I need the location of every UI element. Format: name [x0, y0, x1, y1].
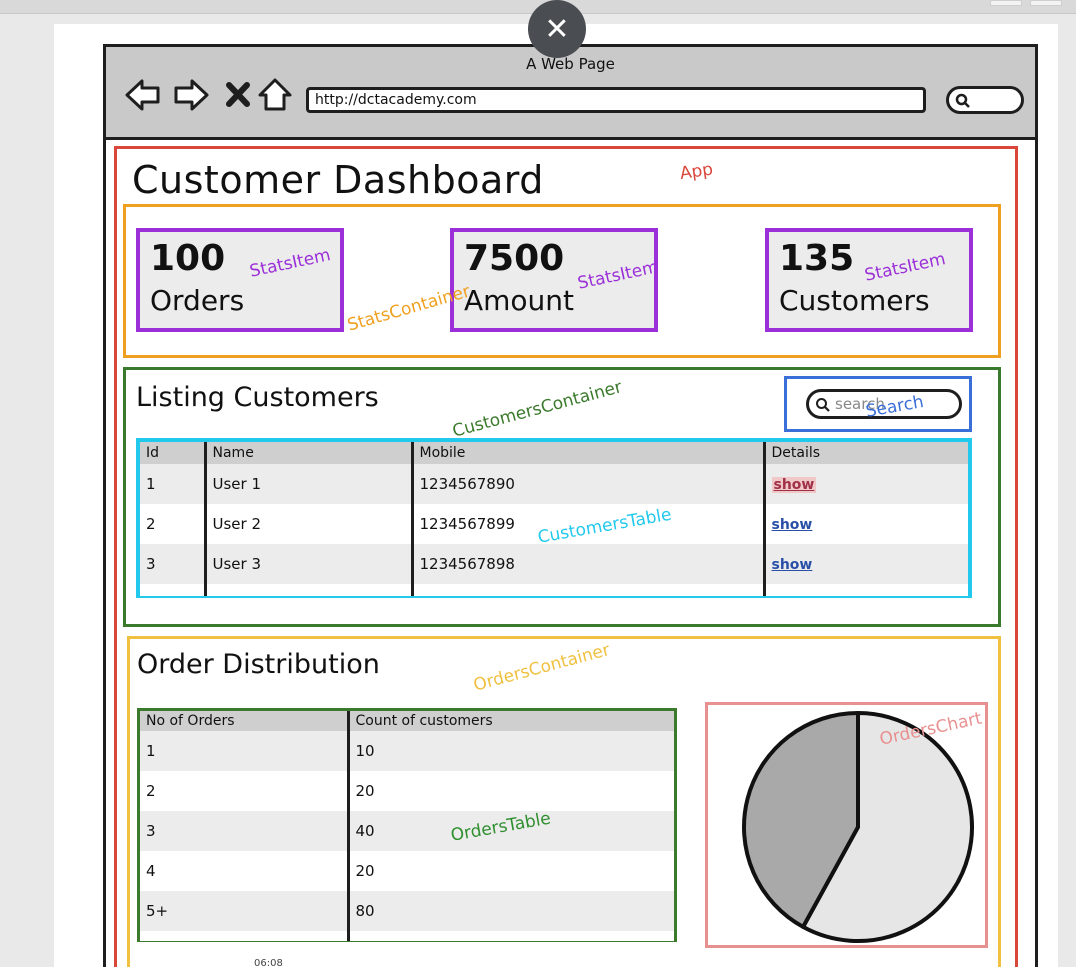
stat-value: 100: [150, 238, 226, 279]
stat-label: Customers: [779, 284, 930, 317]
table-header-row: No of Orders Count of customers: [140, 711, 674, 731]
cell-name: User 1: [203, 464, 412, 504]
stats-item-amount: 7500 Amount: [450, 228, 658, 332]
cell-mobile: 1234567898: [410, 544, 764, 584]
column-header: Mobile: [410, 442, 764, 464]
stop-icon[interactable]: [220, 77, 258, 113]
customers-container: [123, 367, 1001, 627]
pie-slice: [742, 711, 860, 929]
column-header: Id: [140, 442, 205, 464]
stats-container: [123, 204, 1001, 358]
home-icon[interactable]: [256, 77, 294, 113]
cell-mobile: 1234567899: [410, 504, 764, 544]
pie-slice: [801, 711, 974, 943]
table-row-spacer: [140, 931, 674, 941]
back-arrow-icon[interactable]: [124, 77, 162, 113]
window-button[interactable]: [1030, 0, 1062, 6]
cell-orders: 3: [140, 811, 348, 851]
window-button[interactable]: [990, 0, 1022, 6]
table-row: 2 User 2 1234567899 show: [140, 504, 968, 544]
cell-details: show: [762, 464, 968, 504]
orders-title: Order Distribution: [137, 649, 380, 680]
cell-name: User 3: [203, 544, 412, 584]
show-link[interactable]: show: [771, 557, 813, 573]
cell-count: 80: [346, 891, 674, 931]
cell-orders: 1: [140, 731, 348, 771]
orders-table: No of Orders Count of customers 1 10 2 2…: [140, 711, 674, 941]
app-container: [114, 146, 1018, 967]
search-input[interactable]: search: [806, 389, 962, 419]
table-row: 1 User 1 1234567890 show: [140, 464, 968, 504]
browser-chrome: A Web Page http://dctacademy.com: [106, 47, 1035, 140]
table-row: 1 10: [140, 731, 674, 771]
stat-label: Orders: [150, 284, 245, 317]
orders-pie-chart: [742, 711, 974, 943]
table-row: 2 20: [140, 771, 674, 811]
show-link[interactable]: show: [771, 517, 813, 533]
browser-title: A Web Page: [526, 55, 615, 73]
forward-arrow-icon[interactable]: [172, 77, 210, 113]
cell-orders: 5+: [140, 891, 348, 931]
customers-table-container: [136, 438, 972, 598]
search-icon: [955, 93, 970, 108]
browser-search-field[interactable]: [946, 86, 1024, 114]
cell-count: 10: [346, 731, 674, 771]
timestamp: 06:08: [254, 958, 283, 967]
page-title: Customer Dashboard: [132, 158, 544, 202]
table-row: 3 40: [140, 811, 674, 851]
stats-item-orders: 100 Orders: [136, 228, 344, 332]
stats-item-customers: 135 Customers: [765, 228, 973, 332]
customers-table: Id Name Mobile Details 1 User 1 12345678…: [140, 442, 968, 596]
close-icon: ✕: [544, 11, 570, 47]
column-header: Name: [203, 442, 412, 464]
table-row: 4 20: [140, 851, 674, 891]
cell-count: 20: [346, 851, 674, 891]
show-link[interactable]: show: [771, 477, 817, 493]
cell-id: 3: [140, 544, 205, 584]
cell-orders: 4: [140, 851, 348, 891]
search-placeholder: search: [835, 395, 885, 413]
address-bar[interactable]: http://dctacademy.com: [306, 87, 926, 113]
table-row-spacer: [140, 584, 968, 596]
cell-id: 1: [140, 464, 205, 504]
column-header: Count of customers: [346, 711, 674, 731]
cell-count: 40: [346, 811, 674, 851]
stat-value: 7500: [464, 238, 565, 279]
table-header-row: Id Name Mobile Details: [140, 442, 968, 464]
table-row: 3 User 3 1234567898 show: [140, 544, 968, 584]
search-container: [784, 376, 972, 432]
stat-value: 135: [779, 238, 855, 279]
cell-details: show: [762, 544, 968, 584]
cell-details: show: [762, 504, 968, 544]
cell-count: 20: [346, 771, 674, 811]
customers-title: Listing Customers: [136, 382, 379, 413]
orders-container: [127, 636, 1001, 967]
cell-orders: 2: [140, 771, 348, 811]
cell-mobile: 1234567890: [410, 464, 764, 504]
table-row: 5+ 80: [140, 891, 674, 931]
close-button[interactable]: ✕: [528, 0, 586, 58]
search-icon: [816, 398, 830, 412]
orders-chart-container: [705, 702, 988, 948]
stat-label: Amount: [464, 284, 575, 317]
cell-name: User 2: [203, 504, 412, 544]
cell-id: 2: [140, 504, 205, 544]
column-header: No of Orders: [140, 711, 348, 731]
column-header: Details: [762, 442, 968, 464]
